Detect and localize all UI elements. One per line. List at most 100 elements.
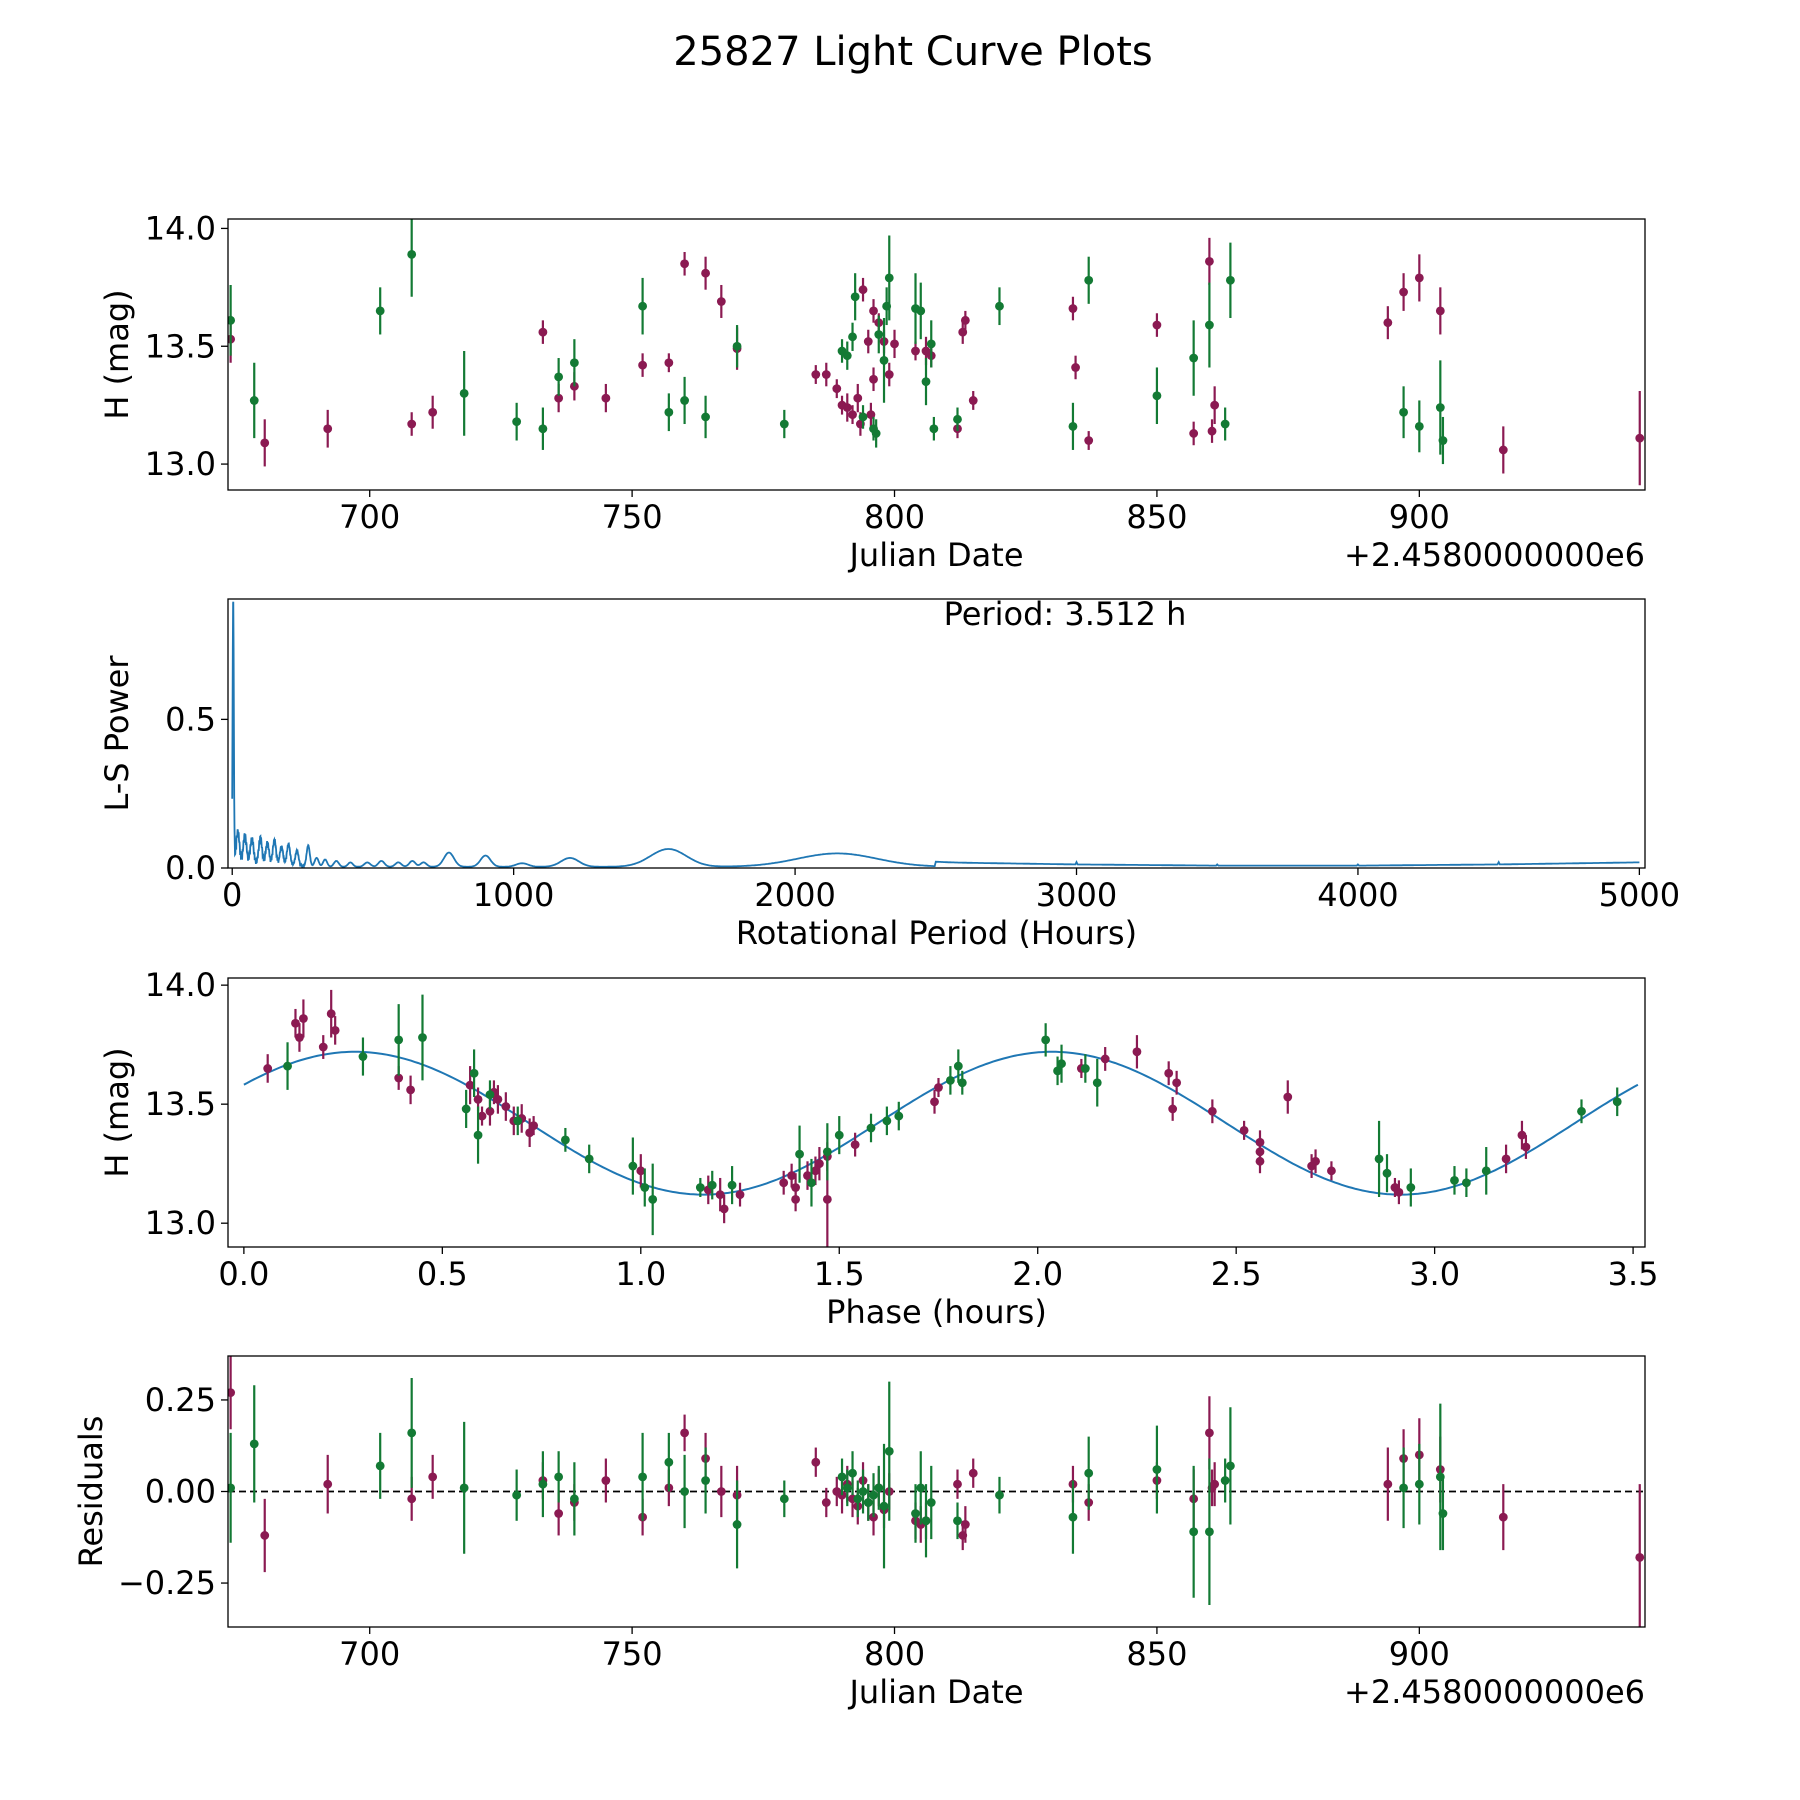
residuals-point [538,1479,548,1489]
residuals-ylabel: Residuals [72,1416,110,1568]
residuals-point [228,1388,236,1398]
residuals-point [1399,1483,1408,1493]
residuals-point [1205,1428,1214,1438]
light-curve-point [1210,400,1220,410]
residuals-point [848,1468,857,1478]
phase-folded-point [640,1183,650,1192]
light-curve-ytick-label: 13.0 [145,445,216,483]
phase-folded-point [791,1194,800,1204]
light-curve-point [1220,419,1230,429]
light-curve-point [323,424,333,434]
phase-folded-xtick-label: 2.0 [1012,1255,1063,1293]
light-curve-point [1189,353,1199,363]
phase-folded-panel: 0.0 0.5 1.0 1.5 2.0 2.5 3.0 3.5 13.0 13.5 14.0 Phas… [98,966,1659,1331]
residuals-plot-area [228,1356,1645,1627]
light-curve-point [664,358,674,368]
phase-folded-point [779,1178,789,1188]
phase-folded-xtick-label: 0.0 [218,1255,269,1293]
phase-folded-ytick-label: 14.0 [145,966,216,1004]
light-curve-point [249,396,259,405]
phase-folded-point [1501,1154,1511,1164]
periodogram-power-line [231,601,1640,868]
residuals-point [953,1479,962,1489]
light-curve-point [1383,318,1393,328]
light-curve-point [554,372,564,382]
light-curve-series-green [228,219,1448,465]
light-curve-point [554,393,564,403]
residuals-point [228,1483,236,1493]
phase-folded-model-curve [243,1050,1639,1196]
residuals-point [853,1494,863,1504]
residuals-xtick-label: 800 [864,1635,925,1673]
light-curve-point [866,410,876,419]
residuals-point [554,1509,564,1518]
residuals-point [1210,1479,1220,1489]
light-curve-point [853,393,863,403]
phase-folded-xtick-label: 1.0 [615,1255,666,1293]
phase-folded-ylabel: H (mag) [98,1047,136,1177]
phase-folded-point [485,1090,495,1100]
residuals-point [407,1428,417,1438]
phase-folded-point [1255,1156,1265,1166]
light-curve-point [879,355,889,365]
residuals-point [1152,1465,1162,1474]
phase-folded-frame [227,977,1646,1248]
residuals-point [554,1472,564,1482]
residuals-point [879,1501,889,1511]
light-curve-point [407,249,417,259]
residuals-point [459,1483,469,1493]
phase-folded-point [866,1123,876,1133]
residuals-point [911,1509,920,1518]
phase-folded-point [465,1080,475,1090]
phase-folded-point [953,1061,963,1071]
phase-folded-point [787,1171,797,1180]
phase-folded-point [1517,1130,1527,1140]
light-curve-point [701,412,710,422]
light-curve-point [538,327,548,337]
light-curve-point [1498,445,1508,455]
light-curve-point [995,301,1004,311]
phase-folded-point [648,1194,658,1204]
light-curve-point [832,384,842,394]
phase-folded-point [326,1009,336,1019]
phase-folded-point [894,1111,904,1121]
figure-title: 25827 Light Curve Plots [673,29,1152,75]
phase-folded-point [1053,1066,1062,1076]
phase-folded-point [727,1180,737,1190]
residuals-point [874,1483,884,1493]
phase-folded-ytick-label: 13.5 [145,1085,216,1123]
charts-container: 700 750 800 850 900 13.0 13.5 14.0 Julian Date H … [72,209,1680,1711]
phase-folded-point [1521,1142,1531,1152]
phase-folded-point [1394,1187,1404,1197]
residuals-point [664,1457,674,1467]
phase-folded-point [584,1154,594,1164]
phase-folded-point [330,1025,340,1035]
residuals-point [569,1494,579,1504]
phase-folded-plot-area [243,989,1639,1247]
light-curve-point [1071,363,1080,372]
light-curve-point [1205,320,1214,330]
light-curve-xtick-label: 750 [602,498,663,536]
residuals-point [858,1487,868,1496]
phase-folded-point [318,1042,328,1052]
residuals-point [1068,1512,1078,1522]
phase-folded-point [945,1075,955,1085]
periodogram-xtick-label: 2000 [754,876,835,914]
phase-folded-point [1057,1059,1066,1069]
residuals-point [926,1498,936,1507]
light-curve-point [842,351,852,361]
phase-folded-point [807,1178,816,1188]
phase-folded-point [461,1104,471,1114]
light-curve-point [842,403,852,412]
light-curve-ytick-label: 13.5 [145,327,216,365]
light-curve-point [664,407,674,417]
light-curve-point [680,396,689,405]
periodogram-ytick-label: 0.5 [165,700,216,738]
light-curve-point [428,407,438,417]
light-curve-point [680,259,689,269]
phase-folded-point [815,1159,824,1169]
residuals-xtick-label: 700 [339,1635,400,1673]
phase-folded-point [1283,1092,1293,1102]
residuals-point [716,1487,726,1496]
periodogram-frame [227,598,1646,869]
